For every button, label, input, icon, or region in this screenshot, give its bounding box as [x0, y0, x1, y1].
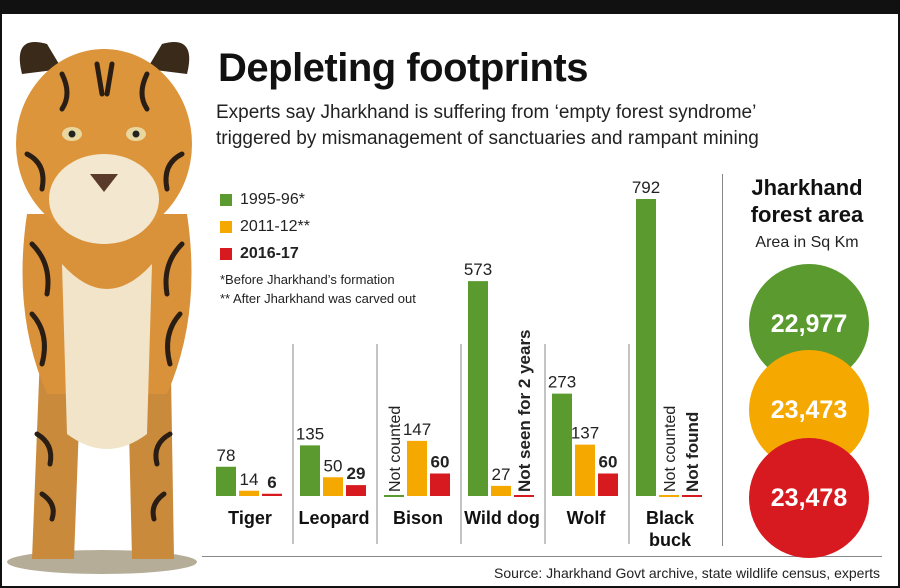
bar: [430, 473, 450, 496]
data-label: 60: [599, 453, 618, 472]
forest-title: Jharkhand forest area: [732, 174, 882, 228]
legend-item-2011: 2011-12**: [220, 213, 310, 240]
forest-title-line: forest area: [750, 202, 864, 227]
data-label: 60: [431, 453, 450, 472]
legend-label: 2011-12**: [240, 217, 310, 235]
bar: [262, 493, 282, 496]
subtitle-line: Experts say Jharkhand is suffering from …: [216, 102, 757, 123]
bar: [300, 445, 320, 496]
category-label: Wolf: [567, 508, 607, 528]
divider: [722, 174, 723, 546]
bar: [598, 473, 618, 496]
category-label: Tiger: [228, 508, 272, 528]
data-label: 29: [347, 464, 366, 483]
category-label: buck: [649, 530, 692, 550]
data-label: 6: [267, 473, 276, 492]
status-label: Not counted: [662, 406, 679, 492]
subtitle: Experts say Jharkhand is suffering from …: [216, 100, 759, 152]
page-title: Depleting footprints: [218, 46, 588, 90]
data-label: 792: [632, 178, 660, 197]
bar: [491, 485, 511, 496]
legend-label: 1995-96*: [240, 190, 305, 208]
bar: [239, 490, 259, 496]
forest-value: 23,473: [770, 395, 848, 424]
data-label: 78: [217, 446, 236, 465]
data-label: 137: [571, 424, 599, 443]
bar: [346, 485, 366, 496]
data-label: 27: [492, 465, 511, 484]
legend-swatch: [220, 220, 232, 233]
data-label: 14: [240, 470, 259, 489]
bar: [323, 477, 343, 496]
source-note: Source: Jharkhand Govt archive, state wi…: [494, 565, 880, 581]
status-label: Not counted: [387, 406, 404, 492]
status-label: Not seen for 2 years: [515, 329, 534, 492]
forest-circle-2016: 23,478: [749, 438, 869, 558]
legend-swatch: [220, 193, 232, 206]
category-label: Black: [646, 508, 695, 528]
forest-value: 23,478: [770, 483, 848, 512]
category-label: Bison: [393, 508, 443, 528]
bar: [552, 393, 572, 496]
data-label: 273: [548, 373, 576, 392]
footnotes: *Before Jharkhand’s formation ** After J…: [220, 270, 416, 308]
forest-value: 22,977: [770, 309, 848, 338]
forest-subtitle: Area in Sq Km: [755, 234, 859, 251]
bar: [636, 199, 656, 496]
bar: [216, 466, 236, 496]
data-label: 135: [296, 424, 324, 443]
legend-item-2016: 2016-17: [220, 240, 310, 267]
status-label: Not found: [683, 412, 702, 492]
data-label: 147: [403, 420, 431, 439]
footnote: *Before Jharkhand’s formation: [220, 272, 395, 287]
forest-title-line: Jharkhand: [751, 175, 863, 200]
legend-label: 2016-17: [240, 244, 299, 262]
category-label: Leopard: [298, 508, 369, 528]
legend: 1995-96* 2011-12** 2016-17: [220, 186, 310, 267]
category-label: Wild dog: [464, 508, 540, 528]
subtitle-line: triggered by mismanagement of sanctuarie…: [216, 128, 759, 149]
bar: [407, 440, 427, 496]
baseline-rule: [202, 556, 882, 557]
data-label: 50: [324, 456, 343, 475]
bar: [468, 281, 488, 496]
legend-swatch: [220, 247, 232, 260]
legend-item-1995: 1995-96*: [220, 186, 310, 213]
bar: [575, 444, 595, 496]
footnote: ** After Jharkhand was carved out: [220, 291, 416, 306]
data-label: 573: [464, 260, 492, 279]
tiger-illustration: [7, 42, 197, 574]
